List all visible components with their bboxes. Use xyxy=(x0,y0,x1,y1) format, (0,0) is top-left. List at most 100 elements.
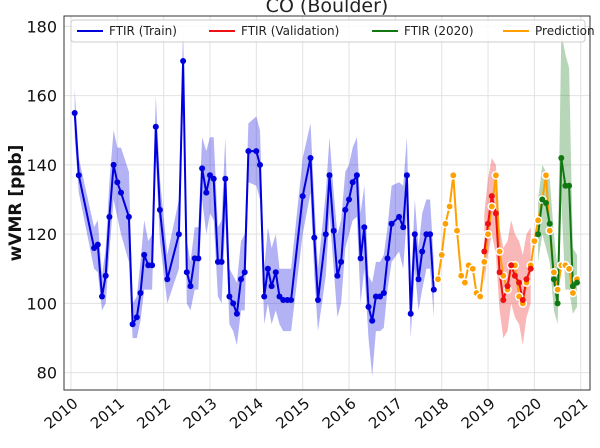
point-train xyxy=(110,161,117,168)
point-train xyxy=(238,276,244,283)
chart-title: CO (Boulder) xyxy=(266,0,389,17)
point-train xyxy=(99,293,105,300)
point-2020 xyxy=(550,276,557,283)
point-prediction xyxy=(495,247,504,256)
point-train xyxy=(133,314,140,321)
point-validation xyxy=(523,276,530,283)
point-train xyxy=(396,213,403,220)
point-train xyxy=(357,255,364,262)
point-train xyxy=(403,172,410,179)
series-points xyxy=(71,58,582,328)
point-train xyxy=(118,189,124,196)
point-prediction xyxy=(483,229,493,239)
x-tick-label: 2013 xyxy=(180,394,221,432)
x-tick-label: 2016 xyxy=(319,394,360,432)
point-train xyxy=(268,283,275,290)
point-2020 xyxy=(566,182,573,189)
legend: FTIR (Train) FTIR (Validation) FTIR (2020)… xyxy=(70,19,595,43)
point-train xyxy=(125,213,132,220)
point-train xyxy=(129,321,136,328)
point-prediction xyxy=(553,285,562,294)
point-train xyxy=(141,251,148,258)
point-train xyxy=(94,241,101,248)
point-train xyxy=(365,303,372,310)
point-train xyxy=(253,148,260,155)
x-tick-label: 2012 xyxy=(133,394,174,432)
y-axis-label: wVMR [ppb] xyxy=(6,145,26,262)
point-train xyxy=(180,58,187,64)
point-train xyxy=(222,175,229,182)
point-train xyxy=(388,220,395,227)
point-prediction xyxy=(468,264,478,274)
point-prediction xyxy=(441,219,450,229)
point-2020 xyxy=(569,283,576,290)
point-prediction xyxy=(445,202,454,211)
point-train xyxy=(427,231,434,238)
point-prediction xyxy=(475,292,485,301)
point-prediction xyxy=(452,226,462,235)
point-prediction xyxy=(530,236,539,246)
point-train xyxy=(156,206,163,213)
point-train xyxy=(226,293,233,300)
y-ticks: 80 100 120 140 160 180 xyxy=(26,17,57,382)
point-train xyxy=(338,258,345,265)
point-train xyxy=(241,269,248,276)
point-train xyxy=(152,123,159,130)
point-train xyxy=(380,290,387,296)
point-train xyxy=(349,179,356,186)
point-train xyxy=(199,165,206,172)
point-validation xyxy=(516,279,523,286)
point-train xyxy=(210,175,217,182)
y-tick-label: 120 xyxy=(26,225,57,244)
x-tick-label: 2018 xyxy=(411,394,452,432)
plot-frame xyxy=(63,15,591,391)
point-train xyxy=(315,297,321,303)
y-tick-label: 100 xyxy=(26,294,57,313)
point-train xyxy=(346,196,352,203)
point-validation xyxy=(527,265,534,272)
point-validation xyxy=(511,272,518,279)
legend-box xyxy=(70,19,586,43)
point-train xyxy=(430,286,437,293)
point-train xyxy=(280,297,287,303)
point-train xyxy=(71,110,78,116)
point-prediction xyxy=(541,170,551,180)
point-train xyxy=(342,206,349,213)
point-train xyxy=(372,293,379,300)
point-train xyxy=(264,265,271,272)
point-train xyxy=(322,231,329,238)
band-2020 xyxy=(538,33,577,325)
point-prediction xyxy=(437,250,447,260)
point-train xyxy=(183,269,190,276)
point-train xyxy=(203,189,210,196)
point-prediction xyxy=(479,257,489,267)
point-prediction xyxy=(549,267,559,277)
legend-label-train: FTIR (Train) xyxy=(109,24,177,38)
point-train xyxy=(106,213,113,220)
point-prediction xyxy=(568,288,578,298)
point-train xyxy=(114,179,121,186)
point-validation xyxy=(504,283,511,290)
point-train xyxy=(102,272,109,279)
y-tick-label: 180 xyxy=(26,17,57,36)
point-prediction xyxy=(433,274,443,284)
point-validation xyxy=(508,262,515,269)
point-prediction xyxy=(491,170,501,180)
point-train xyxy=(137,290,144,296)
point-validation xyxy=(519,297,526,303)
point-2020 xyxy=(554,300,561,307)
point-train xyxy=(415,276,422,283)
point-train xyxy=(334,272,341,279)
legend-label-prediction: Prediction xyxy=(535,24,595,38)
point-train xyxy=(369,317,376,324)
point-validation xyxy=(488,193,495,200)
y-tick-label: 140 xyxy=(26,156,57,175)
point-2020 xyxy=(535,231,542,238)
point-train xyxy=(187,283,194,290)
point-train xyxy=(257,161,263,168)
x-tick-label: 2010 xyxy=(41,394,82,432)
legend-label-validation: FTIR (Validation) xyxy=(241,24,339,38)
legend-label-2020: FTIR (2020) xyxy=(404,24,474,38)
point-train xyxy=(384,255,391,262)
x-tick-label: 2021 xyxy=(550,394,591,432)
